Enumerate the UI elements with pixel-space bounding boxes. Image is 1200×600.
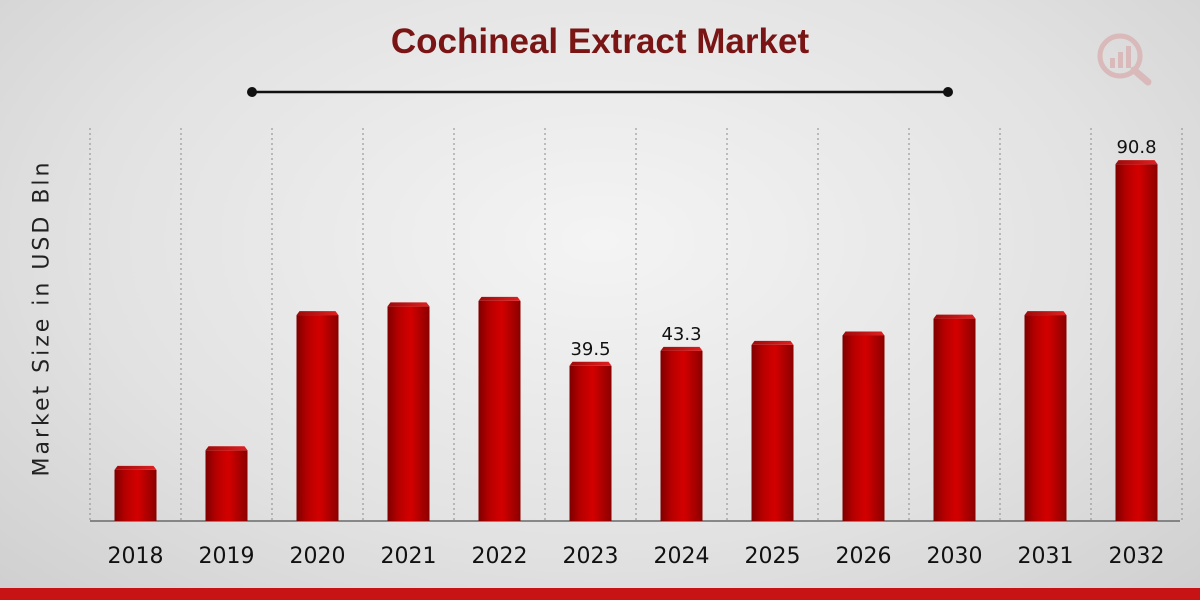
bar-top (114, 465, 157, 470)
bar-2019 (205, 446, 248, 521)
bar-2021 (387, 302, 430, 521)
x-tick-label-2018: 2018 (108, 544, 164, 569)
x-tick-label-2025: 2025 (745, 544, 801, 569)
bar-top (569, 361, 612, 366)
x-tick-label-2023: 2023 (563, 544, 619, 569)
x-tick-label-2022: 2022 (472, 544, 528, 569)
bar-rect (478, 300, 521, 521)
bar-2026 (842, 331, 885, 521)
bar-2032 (1115, 160, 1158, 521)
data-label-2023: 39.5 (570, 339, 610, 360)
bar-rect (660, 350, 703, 521)
x-tick-label-2026: 2026 (836, 544, 892, 569)
data-label-2024: 43.3 (661, 324, 701, 345)
bar-rect (751, 344, 794, 521)
x-tick-label-2019: 2019 (199, 544, 255, 569)
bar-2025 (751, 340, 794, 521)
bar-top (842, 331, 885, 336)
bar-2018 (114, 465, 157, 521)
bar-top (751, 340, 794, 345)
chart-title: Cochineal Extract Market (390, 22, 810, 61)
bar-top (933, 314, 976, 319)
bar-rect (1115, 164, 1158, 521)
bar-rect (933, 318, 976, 521)
bar-2022 (478, 296, 521, 521)
bar-top (387, 302, 430, 307)
bar-rect (842, 335, 885, 521)
bar-2030 (933, 314, 976, 521)
labels: 2018 2019 2020 2021 2022 2023 2024 2025 2026 2030… (108, 137, 1165, 569)
timeline-line (247, 87, 953, 97)
bar-top (205, 446, 248, 451)
magnifier-logo-icon (1097, 33, 1152, 86)
bar-top (478, 296, 521, 301)
grid-separators (89, 128, 1183, 521)
bars (114, 160, 1158, 521)
bar-rect (387, 306, 430, 521)
bar-rect (296, 315, 339, 521)
bar-top (296, 311, 339, 316)
bar-rect (569, 365, 612, 521)
x-tick-label-2020: 2020 (290, 544, 346, 569)
bar-top (1024, 311, 1067, 316)
bottom-accent-strip (0, 588, 1200, 600)
bar-2023 (569, 361, 612, 521)
bar-rect (1024, 315, 1067, 521)
bar-rect (205, 450, 248, 521)
bar-top (660, 346, 703, 351)
bar-2024 (660, 346, 703, 521)
x-tick-label-2030: 2030 (927, 544, 983, 569)
x-tick-label-2031: 2031 (1018, 544, 1074, 569)
bar-rect (114, 469, 157, 521)
bar-top (1115, 160, 1158, 165)
data-label-2032: 90.8 (1116, 137, 1156, 158)
bar-2031 (1024, 311, 1067, 521)
x-tick-label-2024: 2024 (654, 544, 710, 569)
x-tick-label-2021: 2021 (381, 544, 437, 569)
x-tick-label-2032: 2032 (1109, 544, 1165, 569)
bar-2020 (296, 311, 339, 521)
